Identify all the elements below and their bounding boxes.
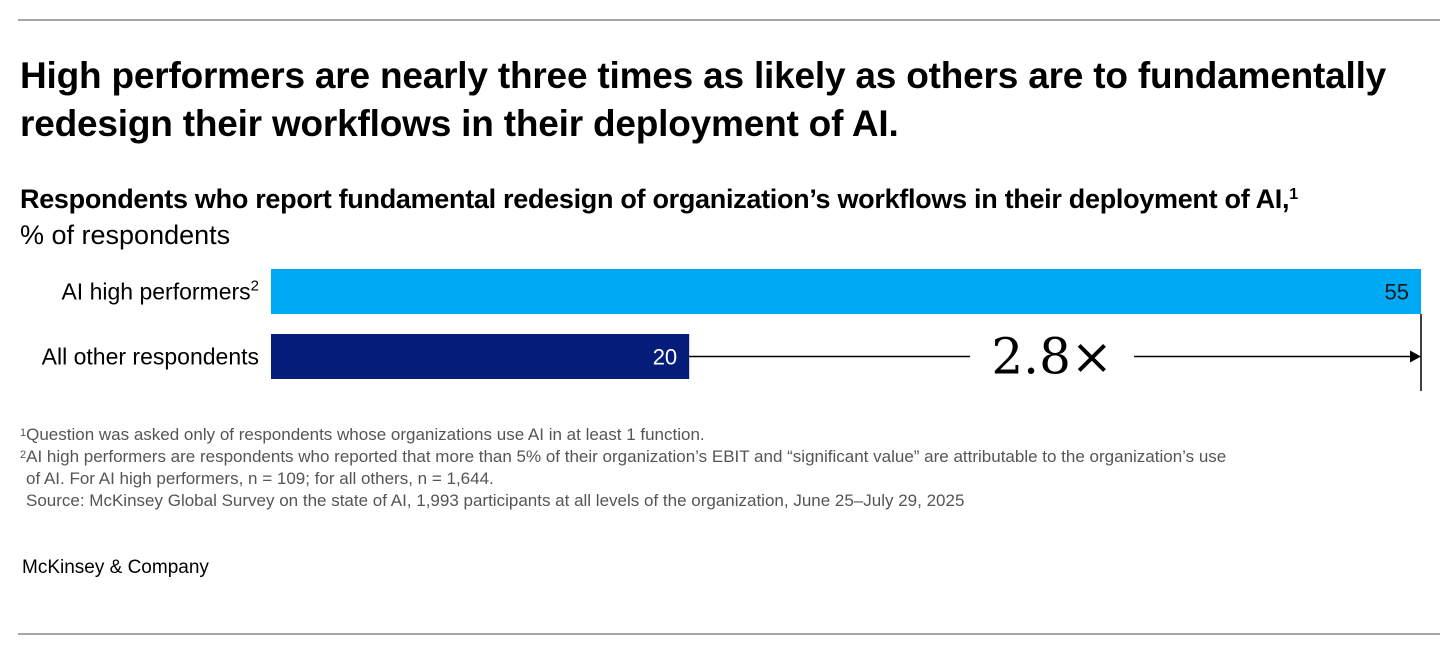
bar — [271, 269, 1421, 314]
value-label: 20 — [653, 345, 677, 370]
footnote-2: 2AI high performers are respondents who … — [20, 446, 1430, 468]
annotation-backdrop — [970, 330, 1135, 383]
footnote-1-text: Question was asked only of respondents w… — [26, 425, 705, 444]
bar — [271, 334, 690, 379]
footnote-2-continued: of AI. For AI high performers, n = 109; … — [26, 469, 494, 488]
unit-label: % of respondents — [20, 220, 231, 250]
bar-chart: AI high performers2 55 All other responden… — [42, 269, 1422, 391]
footnotes: 1Question was asked only of respondents … — [20, 424, 1430, 512]
footnote-1-marker: 1 — [20, 427, 27, 439]
chart-title-text: Respondents who report fundamental redes… — [20, 184, 1290, 214]
comparison-arrow-head — [1410, 350, 1421, 363]
top-divider — [18, 19, 1440, 21]
value-label: 55 — [1385, 280, 1409, 305]
footnote-2-marker: 2 — [20, 449, 27, 461]
source-note: Source: McKinsey Global Survey on the st… — [26, 491, 965, 510]
chart-title: Respondents who report fundamental redes… — [20, 182, 1440, 216]
bottom-divider — [18, 633, 1440, 635]
headline: High performers are nearly three times a… — [20, 55, 1387, 144]
category-label: All other respondents — [42, 344, 259, 370]
footnote-2-text: AI high performers are respondents who r… — [26, 447, 1227, 466]
footnote-1: 1Question was asked only of respondents … — [20, 424, 1430, 446]
chart-title-footnote-marker: 1 — [1289, 186, 1298, 203]
ratio-annotation: 2.8× — [991, 328, 1112, 386]
brand-wordmark: McKinsey & Company — [22, 557, 209, 578]
category-label: AI high performers2 — [61, 278, 259, 305]
